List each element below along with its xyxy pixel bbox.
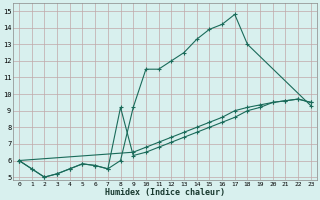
X-axis label: Humidex (Indice chaleur): Humidex (Indice chaleur) [105, 188, 225, 197]
